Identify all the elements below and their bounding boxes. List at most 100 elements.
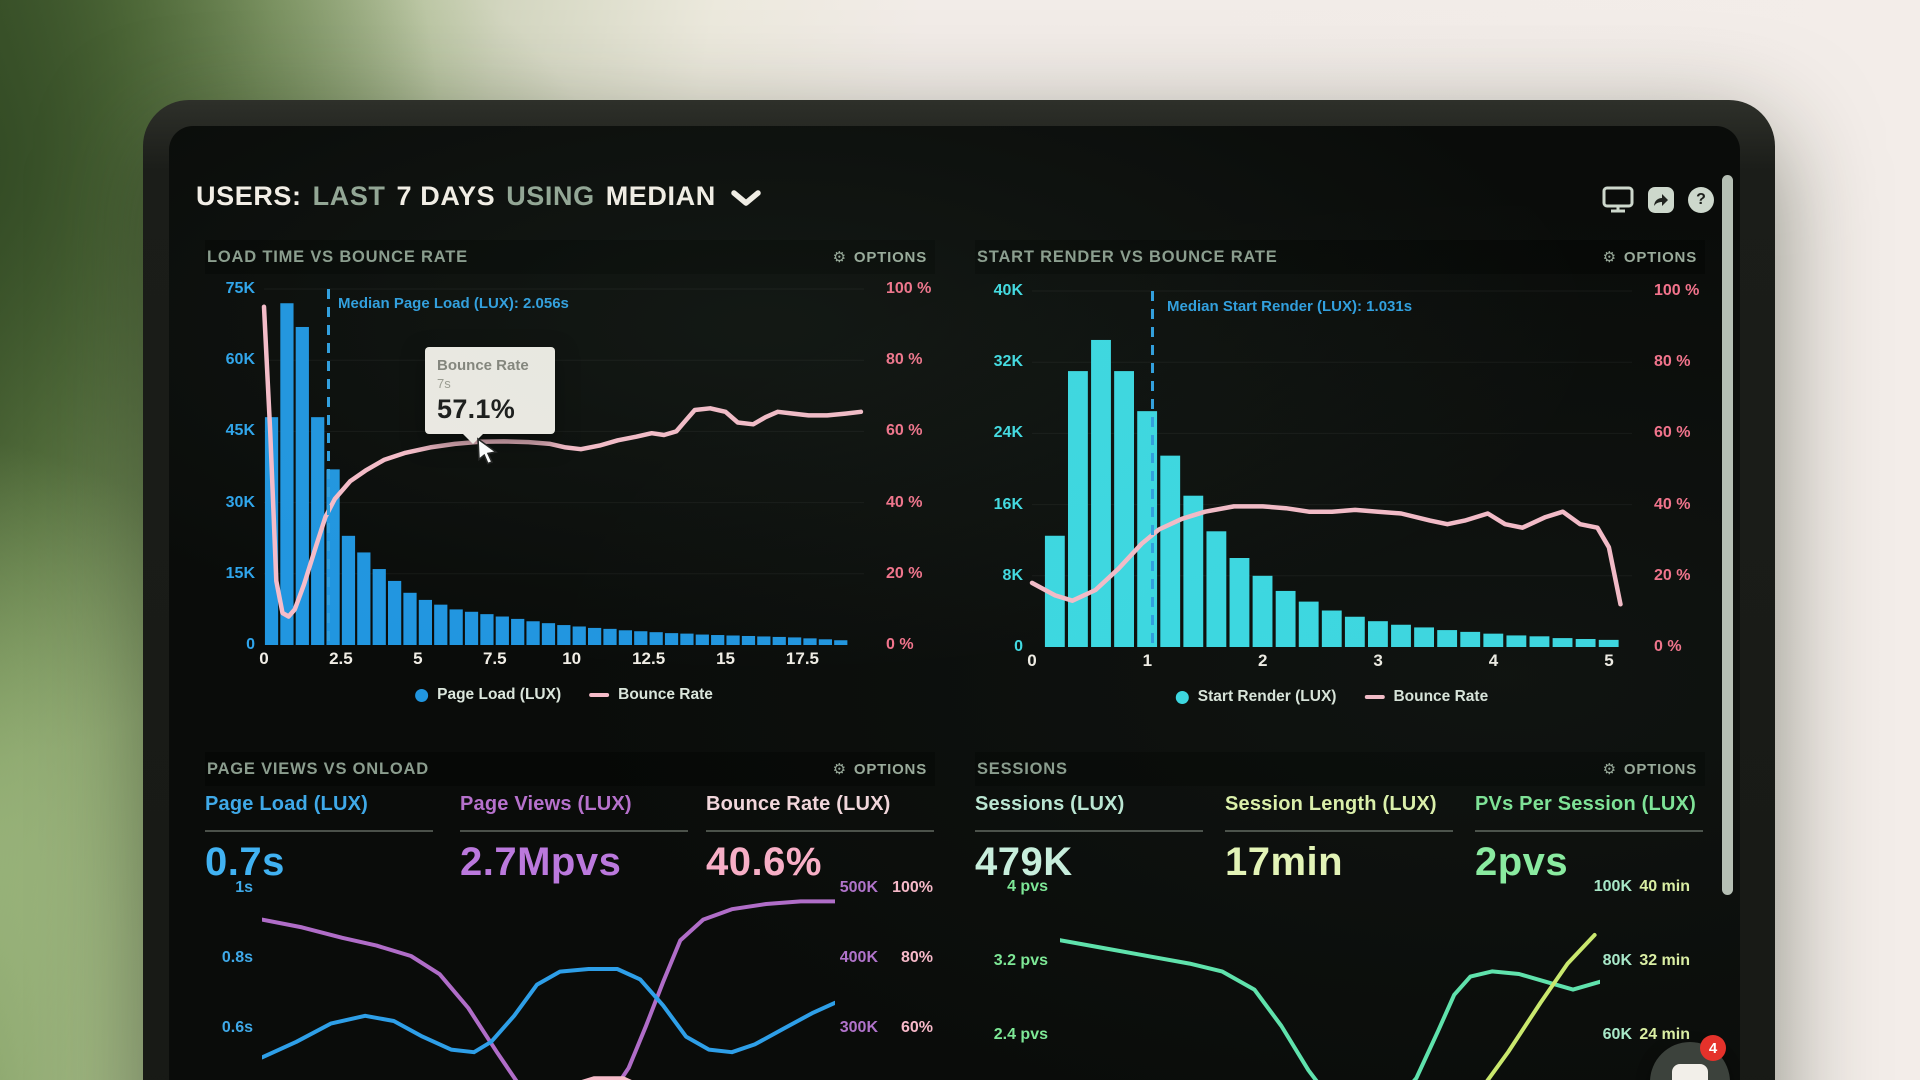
- y-axis-label: 0.6s: [221, 1019, 253, 1036]
- bar: [1598, 639, 1619, 647]
- options-button[interactable]: ⚙ OPTIONS: [1597, 759, 1703, 779]
- legend-item[interactable]: Start Render (LUX): [1175, 688, 1337, 706]
- median-dashed-line: [327, 289, 331, 645]
- chat-bubble-icon: [1672, 1064, 1708, 1080]
- display-icon[interactable]: [1602, 186, 1634, 213]
- title-part: LAST: [312, 181, 386, 211]
- bar: [434, 604, 448, 645]
- scrollbar-thumb[interactable]: [1722, 175, 1733, 895]
- bar: [572, 626, 586, 645]
- y-axis-label: 8K: [1002, 566, 1023, 584]
- bar: [1137, 411, 1158, 647]
- y-axis-label: 0.8s: [221, 949, 253, 966]
- bar: [449, 609, 463, 645]
- bar: [280, 303, 294, 645]
- legend-item[interactable]: Bounce Rate: [1364, 688, 1488, 706]
- metric-label: PVs Per Session (LUX): [1475, 793, 1696, 815]
- panel-title: SESSIONS: [977, 759, 1068, 778]
- bar: [1091, 339, 1111, 647]
- legend-item[interactable]: Bounce Rate: [589, 686, 713, 704]
- panel-header: LOAD TIME VS BOUNCE RATE ⚙ OPTIONS: [205, 240, 935, 274]
- x-axis-label: 17.5: [785, 649, 819, 668]
- options-label: OPTIONS: [853, 248, 927, 266]
- x-axis-label: 4: [1488, 651, 1499, 670]
- metric-session-length: Session Length (LUX) 17min: [1225, 793, 1460, 885]
- metric-value: 2.7Mpvs: [460, 840, 622, 884]
- legend-label: Start Render (LUX): [1197, 688, 1337, 705]
- options-button[interactable]: ⚙ OPTIONS: [827, 247, 933, 267]
- bar: [588, 627, 602, 645]
- options-label: OPTIONS: [853, 760, 927, 778]
- bar: [1529, 636, 1550, 647]
- x-axis-label: 1: [1142, 651, 1153, 670]
- metric-label: Session Length (LUX): [1225, 793, 1437, 815]
- metric-sessions: Sessions (LUX) 479K: [975, 793, 1210, 885]
- bar: [1437, 630, 1458, 647]
- x-axis-label: 5: [1604, 651, 1614, 670]
- legend: Start Render (LUX) Bounce Rate: [1175, 688, 1488, 706]
- metric-underline: [1475, 830, 1703, 832]
- bar: [264, 417, 279, 645]
- bar: [418, 599, 432, 645]
- mouse-cursor-icon: [475, 437, 501, 466]
- share-icon[interactable]: [1648, 186, 1674, 213]
- y-axis-label: 60 %: [1654, 424, 1691, 442]
- gear-icon: ⚙: [832, 760, 847, 778]
- bar: [341, 535, 356, 645]
- legend-item[interactable]: Page Load (LUX): [415, 686, 561, 704]
- load_time-plot[interactable]: [261, 288, 864, 645]
- panel-page-views-vs-onload: PAGE VIEWS VS ONLOAD ⚙ OPTIONS Page Load…: [205, 752, 935, 1080]
- bar: [1460, 631, 1481, 647]
- options-button[interactable]: ⚙ OPTIONS: [1597, 247, 1703, 267]
- y-axis-label: 0: [1014, 638, 1023, 655]
- metric-value: 40.6%: [706, 840, 822, 884]
- bar: [495, 616, 509, 645]
- options-button[interactable]: ⚙ OPTIONS: [827, 759, 933, 779]
- panel-header: PAGE VIEWS VS ONLOAD ⚙ OPTIONS: [205, 752, 935, 786]
- bar: [1044, 535, 1065, 647]
- start_render-plot[interactable]: [1029, 290, 1632, 647]
- metric-value: 2pvs: [1475, 840, 1569, 884]
- y-axis-label: 80%: [900, 949, 933, 966]
- panel-title: LOAD TIME VS BOUNCE RATE: [207, 247, 468, 266]
- y-axis-label: 75K: [225, 280, 255, 297]
- bar: [741, 635, 756, 645]
- bar: [1575, 638, 1596, 647]
- bar: [1368, 621, 1388, 647]
- bar: [464, 611, 479, 645]
- y-axis-label: 60K: [1602, 1026, 1632, 1043]
- y-axis-label: 20 %: [886, 564, 923, 582]
- metric-page-load: Page Load (LUX) 0.7s: [205, 793, 440, 885]
- pageviews_onload-plot[interactable]: [262, 865, 835, 1080]
- metric-underline: [460, 830, 688, 832]
- page-title: USERS: LAST 7 DAYS USING MEDIAN: [196, 181, 761, 212]
- y-axis-label: 60 %: [886, 422, 923, 440]
- x-axis-label: 0: [1027, 651, 1037, 670]
- notification-badge: 4: [1700, 1035, 1726, 1061]
- bounce-rate-line: [261, 304, 864, 619]
- bar: [541, 623, 556, 645]
- bar: [1414, 627, 1434, 647]
- x-axis-label: 12.5: [632, 649, 666, 668]
- y-axis-label: 0: [246, 636, 255, 653]
- chart-tooltip: Bounce Rate 7s 57.1%: [425, 347, 555, 444]
- legend-line-icon: [1364, 694, 1385, 700]
- bar: [726, 635, 740, 645]
- gear-icon: ⚙: [832, 248, 847, 266]
- bar: [711, 635, 725, 645]
- chat-widget-button[interactable]: 4: [1650, 1035, 1730, 1080]
- bar: [634, 631, 648, 645]
- panel-sessions: SESSIONS ⚙ OPTIONS Sessions (LUX) 479K S…: [975, 752, 1705, 1080]
- bar: [1183, 495, 1204, 647]
- bar: [618, 630, 632, 645]
- legend-dot-icon: [415, 688, 429, 702]
- bar: [511, 618, 525, 645]
- bar: [1506, 635, 1527, 647]
- chevron-down-icon[interactable]: [731, 190, 761, 207]
- options-label: OPTIONS: [1623, 248, 1697, 266]
- bar: [1160, 455, 1181, 647]
- bar: [1275, 590, 1296, 647]
- help-icon[interactable]: ?: [1688, 186, 1714, 213]
- sessions-plot[interactable]: [1060, 870, 1600, 1080]
